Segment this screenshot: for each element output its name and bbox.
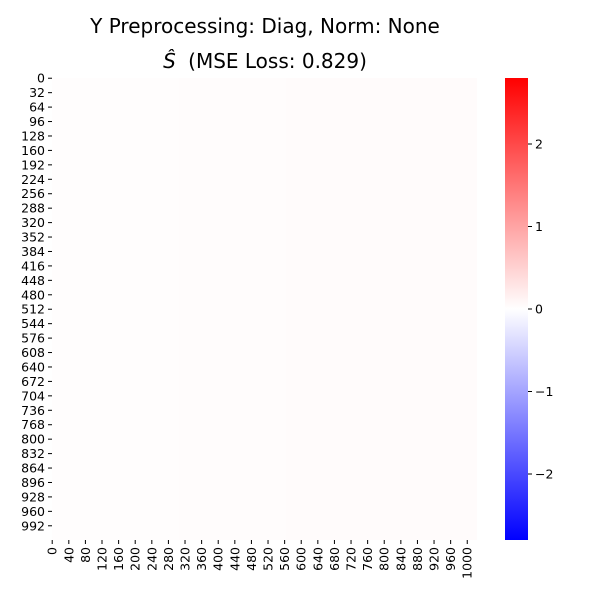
x-tick-label: 240 bbox=[144, 547, 159, 571]
y-tick-label: 192 bbox=[21, 157, 45, 172]
y-tick-label: 576 bbox=[21, 331, 45, 346]
y-tick-label: 544 bbox=[21, 316, 45, 331]
x-tick-label: 720 bbox=[344, 547, 359, 571]
x-tick-label: 640 bbox=[310, 547, 325, 571]
y-tick-label: 32 bbox=[29, 85, 45, 100]
y-tick-label: 896 bbox=[21, 475, 45, 490]
y-tick-label: 864 bbox=[21, 461, 45, 476]
x-tick-label: 760 bbox=[360, 547, 375, 571]
y-tick-label: 768 bbox=[21, 417, 45, 432]
y-tick-label: 480 bbox=[21, 287, 45, 302]
x-tick-label: 880 bbox=[410, 547, 425, 571]
heatmap-cell bbox=[179, 78, 286, 356]
y-tick-label: 320 bbox=[21, 215, 45, 230]
x-tick-label: 440 bbox=[227, 547, 242, 571]
y-tick-label: 672 bbox=[21, 374, 45, 389]
x-axis-ticks: 0 40 80 120 160 200 240 280 320 360 400 440 480 520 56… bbox=[45, 540, 475, 579]
y-tick-label: 512 bbox=[21, 302, 45, 317]
colorbar bbox=[505, 78, 528, 540]
x-tick-label: 480 bbox=[244, 547, 259, 571]
chart-title-symbol: Ŝ bbox=[163, 49, 176, 73]
y-tick-label: 256 bbox=[21, 186, 45, 201]
x-tick-label: 560 bbox=[277, 547, 292, 571]
y-tick-label: 832 bbox=[21, 446, 45, 461]
x-tick-label: 1000 bbox=[460, 547, 475, 579]
y-tick-label: 160 bbox=[21, 143, 45, 158]
colorbar-tick-label: −2 bbox=[535, 467, 553, 482]
x-tick-label: 400 bbox=[211, 547, 226, 571]
x-tick-label: 800 bbox=[377, 547, 392, 571]
y-tick-label: 352 bbox=[21, 230, 45, 245]
y-tick-label: 960 bbox=[21, 504, 45, 519]
heatmap-cell bbox=[285, 78, 477, 540]
y-tick-label: 384 bbox=[21, 244, 45, 259]
colorbar-tick-label: 0 bbox=[535, 302, 543, 317]
x-tick-label: 920 bbox=[427, 547, 442, 571]
y-tick-label: 64 bbox=[29, 100, 45, 115]
heatmap-cell bbox=[52, 78, 180, 286]
y-tick-label: 416 bbox=[21, 258, 45, 273]
x-tick-label: 160 bbox=[111, 547, 126, 571]
x-tick-label: 600 bbox=[294, 547, 309, 571]
y-tick-label: 224 bbox=[21, 172, 45, 187]
y-tick-label: 800 bbox=[21, 432, 45, 447]
x-tick-label: 960 bbox=[443, 547, 458, 571]
x-tick-label: 80 bbox=[78, 547, 93, 563]
heatmap-cell bbox=[179, 355, 286, 540]
x-tick-label: 680 bbox=[327, 547, 342, 571]
x-tick-label: 360 bbox=[194, 547, 209, 571]
heatmap-cells bbox=[52, 78, 477, 540]
colorbar-ticks: −2 −1 0 1 2 bbox=[528, 137, 553, 482]
x-tick-label: 280 bbox=[161, 547, 176, 571]
x-tick-label: 320 bbox=[178, 547, 193, 571]
colorbar-tick-label: 1 bbox=[535, 219, 543, 234]
x-tick-label: 0 bbox=[45, 547, 60, 555]
chart-title-loss: (MSE Loss: 0.829) bbox=[188, 49, 367, 73]
heatmap-cell bbox=[52, 285, 180, 540]
y-tick-label: 288 bbox=[21, 201, 45, 216]
y-tick-label: 0 bbox=[37, 71, 45, 86]
x-tick-label: 200 bbox=[128, 547, 143, 571]
x-tick-label: 120 bbox=[95, 547, 110, 571]
y-axis-ticks: 0326496128160192224256288320352384416448… bbox=[21, 71, 52, 533]
x-tick-label: 520 bbox=[261, 547, 276, 571]
x-tick-label: 840 bbox=[393, 547, 408, 571]
chart-title-line1: Y Preprocessing: Diag, Norm: None bbox=[89, 14, 440, 38]
colorbar-tick-label: 2 bbox=[535, 137, 543, 152]
y-tick-label: 128 bbox=[21, 128, 45, 143]
y-tick-label: 608 bbox=[21, 345, 45, 360]
y-tick-label: 704 bbox=[21, 388, 45, 403]
y-tick-label: 736 bbox=[21, 403, 45, 418]
colorbar-tick-label: −1 bbox=[535, 384, 553, 399]
chart-title-line2: Ŝ (MSE Loss: 0.829) bbox=[163, 49, 367, 73]
x-tick-label: 40 bbox=[61, 547, 76, 563]
y-tick-label: 640 bbox=[21, 359, 45, 374]
y-tick-label: 992 bbox=[21, 518, 45, 533]
y-tick-label: 96 bbox=[29, 114, 45, 129]
y-tick-label: 448 bbox=[21, 273, 45, 288]
y-tick-label: 928 bbox=[21, 489, 45, 504]
